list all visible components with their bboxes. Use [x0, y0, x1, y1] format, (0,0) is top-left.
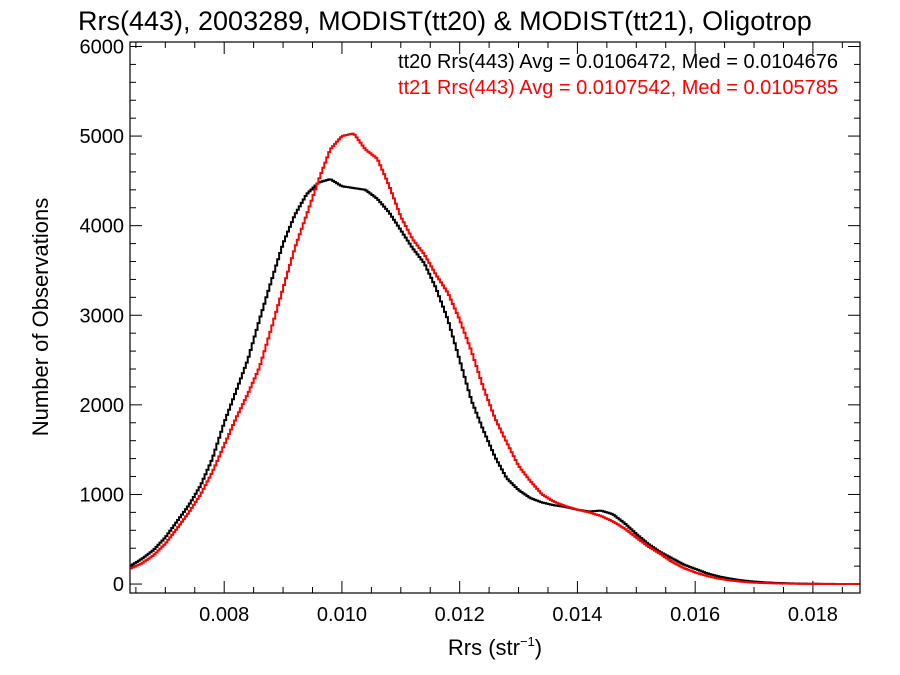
y-tick-label: 5000 [80, 126, 125, 148]
legend-entry-tt20: tt20 Rrs(443) Avg = 0.0106472, Med = 0.0… [398, 51, 838, 73]
series-tt21-line [130, 132, 860, 586]
legend: tt20 Rrs(443) Avg = 0.0106472, Med = 0.0… [398, 51, 838, 99]
x-axis-label-superscript: −1 [520, 634, 535, 649]
x-axis-label: Rrs (str−1) [448, 634, 542, 660]
x-tick-label: 0.008 [199, 604, 249, 626]
plot-frame [129, 41, 861, 594]
chart-title: Rrs(443), 2003289, MODIST(tt20) & MODIST… [78, 6, 812, 36]
x-tick-label: 0.018 [788, 604, 838, 626]
data-series [130, 132, 860, 586]
x-tick-label: 0.014 [552, 604, 602, 626]
legend-entry-tt21: tt21 Rrs(443) Avg = 0.0107542, Med = 0.0… [398, 77, 838, 99]
x-tick-label: 0.016 [670, 604, 720, 626]
x-tick-label: 0.012 [435, 604, 485, 626]
series-tt20-line [130, 178, 860, 586]
y-axis-label-group: Number of Observations [28, 198, 53, 436]
y-tick-label: 1000 [80, 484, 125, 506]
y-tick-label: 4000 [80, 216, 125, 238]
y-tick-label: 0 [113, 574, 124, 596]
x-axis-label-text: Rrs (str [448, 635, 520, 660]
x-axis-label-close: ) [535, 635, 542, 660]
y-tick-label: 2000 [80, 395, 125, 417]
y-axis-label: Number of Observations [28, 198, 53, 436]
y-tick-label: 6000 [80, 36, 125, 58]
x-tick-label: 0.010 [317, 604, 367, 626]
y-tick-label: 3000 [80, 305, 125, 327]
axis-ticks: 0 1000 2000 3000 4000 5000 6000 0.008 0.010 0.012… [80, 36, 860, 626]
